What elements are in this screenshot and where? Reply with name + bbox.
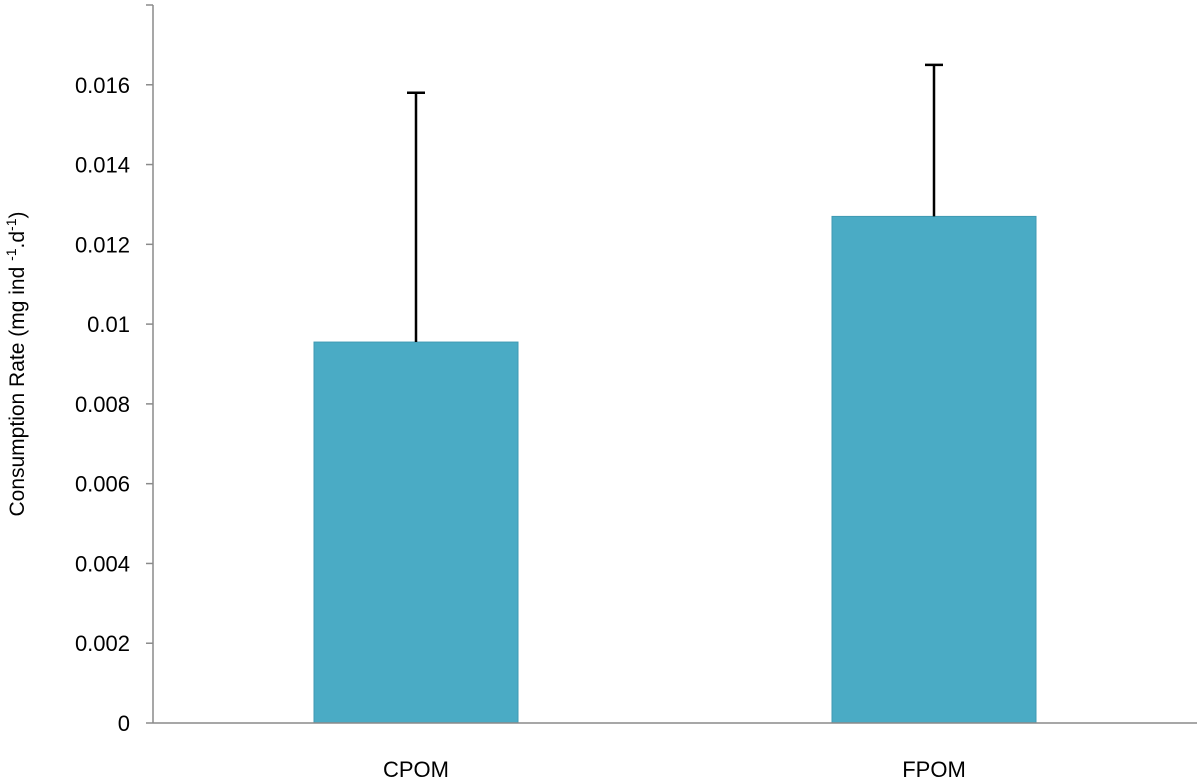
y-tick-label: 0.004: [75, 551, 130, 576]
y-tick-label: 0.014: [75, 153, 130, 178]
y-tick-label: 0.008: [75, 392, 130, 417]
y-axis-title-group: Consumption Rate (mg ind -1.d-1): [3, 211, 29, 516]
x-category-label: FPOM: [902, 757, 966, 781]
x-axis-categories: CPOM FPOM: [383, 757, 966, 781]
y-tick-label: 0.016: [75, 73, 130, 98]
y-axis-title-sup: -1: [3, 248, 19, 261]
y-tick-label: 0: [118, 711, 130, 736]
y-axis-title-part: Consumption Rate (mg ind: [6, 261, 29, 517]
y-tick-label: 0.006: [75, 472, 130, 497]
bar-fpom: [831, 215, 1037, 724]
bars: [313, 215, 1037, 724]
y-tick-label: 0.01: [87, 312, 130, 337]
y-axis-title-sup: -1: [3, 218, 19, 231]
error-bars: [407, 63, 943, 343]
x-category-label: CPOM: [383, 757, 449, 781]
y-axis-ticks: 0 0.002 0.004 0.006 0.008 0.01 0.012 0.014 0.016: [75, 4, 153, 736]
y-tick-label: 0.002: [75, 631, 130, 656]
y-axis-title-part: ): [6, 211, 29, 218]
bar-cpom: [313, 341, 519, 724]
y-axis-title-part: .d: [6, 231, 29, 249]
y-tick-label: 0.012: [75, 232, 130, 257]
y-axis-title: Consumption Rate (mg ind -1.d-1): [3, 211, 29, 516]
